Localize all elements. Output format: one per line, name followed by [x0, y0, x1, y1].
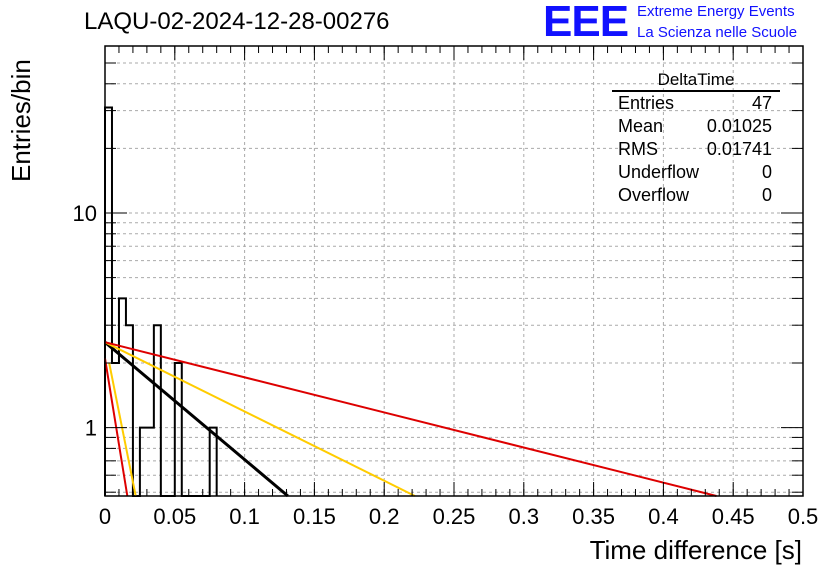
histogram-bar	[126, 325, 133, 496]
x-tick-label: 0.45	[712, 504, 755, 529]
eee-logo: EEE	[543, 0, 629, 46]
tick-labels: 0 0.05 0.1 0.15 0.2 0.25 0.3 0.35 0.4 0.45 0.5 1 10	[73, 201, 819, 529]
fit-line	[104, 341, 416, 497]
chart-title: LAQU-02-2024-12-28-00276	[84, 8, 390, 35]
histogram-bar	[175, 363, 182, 496]
plot-frame	[104, 45, 804, 497]
axes-frame	[104, 45, 804, 497]
histogram-outline	[104, 106, 218, 497]
x-tick-label: 0.2	[369, 504, 400, 529]
x-tick-label: 0	[99, 504, 111, 529]
x-tick-label: 0.5	[788, 504, 819, 529]
fit-lines	[104, 341, 717, 498]
stats-row-rms: RMS 0.01741	[618, 139, 772, 159]
stats-row-entries: Entries 47	[618, 93, 772, 113]
y-axis-label: Entries/bin	[6, 59, 36, 182]
stats-title: DeltaTime	[612, 70, 780, 92]
stats-row-mean: Mean 0.01025	[618, 116, 772, 136]
y-tick-label: 10	[73, 201, 97, 226]
x-tick-label: 0.1	[229, 504, 260, 529]
logo-line-1: Extreme Energy Events	[637, 3, 795, 20]
fit-line	[104, 341, 289, 498]
histogram-bars	[104, 106, 218, 497]
x-tick-label: 0.25	[433, 504, 476, 529]
fit-line	[104, 341, 717, 497]
fit-line	[108, 362, 137, 497]
x-axis-label: Time difference [s]	[589, 535, 802, 565]
stats-row-overflow: Overflow 0	[618, 185, 772, 205]
y-tick-label: 1	[85, 416, 97, 441]
x-tick-label: 0.35	[572, 504, 615, 529]
logo-line-2: La Scienza nelle Scuole	[637, 24, 798, 41]
x-tick-label: 0.15	[293, 504, 336, 529]
stats-box: DeltaTime Entries 47 Mean 0.01025 RMS 0.017…	[612, 70, 780, 207]
stats-row-underflow: Underflow 0	[618, 162, 772, 182]
x-tick-label: 0.05	[153, 504, 196, 529]
x-tick-label: 0.3	[509, 504, 540, 529]
x-tick-label: 0.4	[648, 504, 679, 529]
histogram-bar	[154, 325, 161, 496]
